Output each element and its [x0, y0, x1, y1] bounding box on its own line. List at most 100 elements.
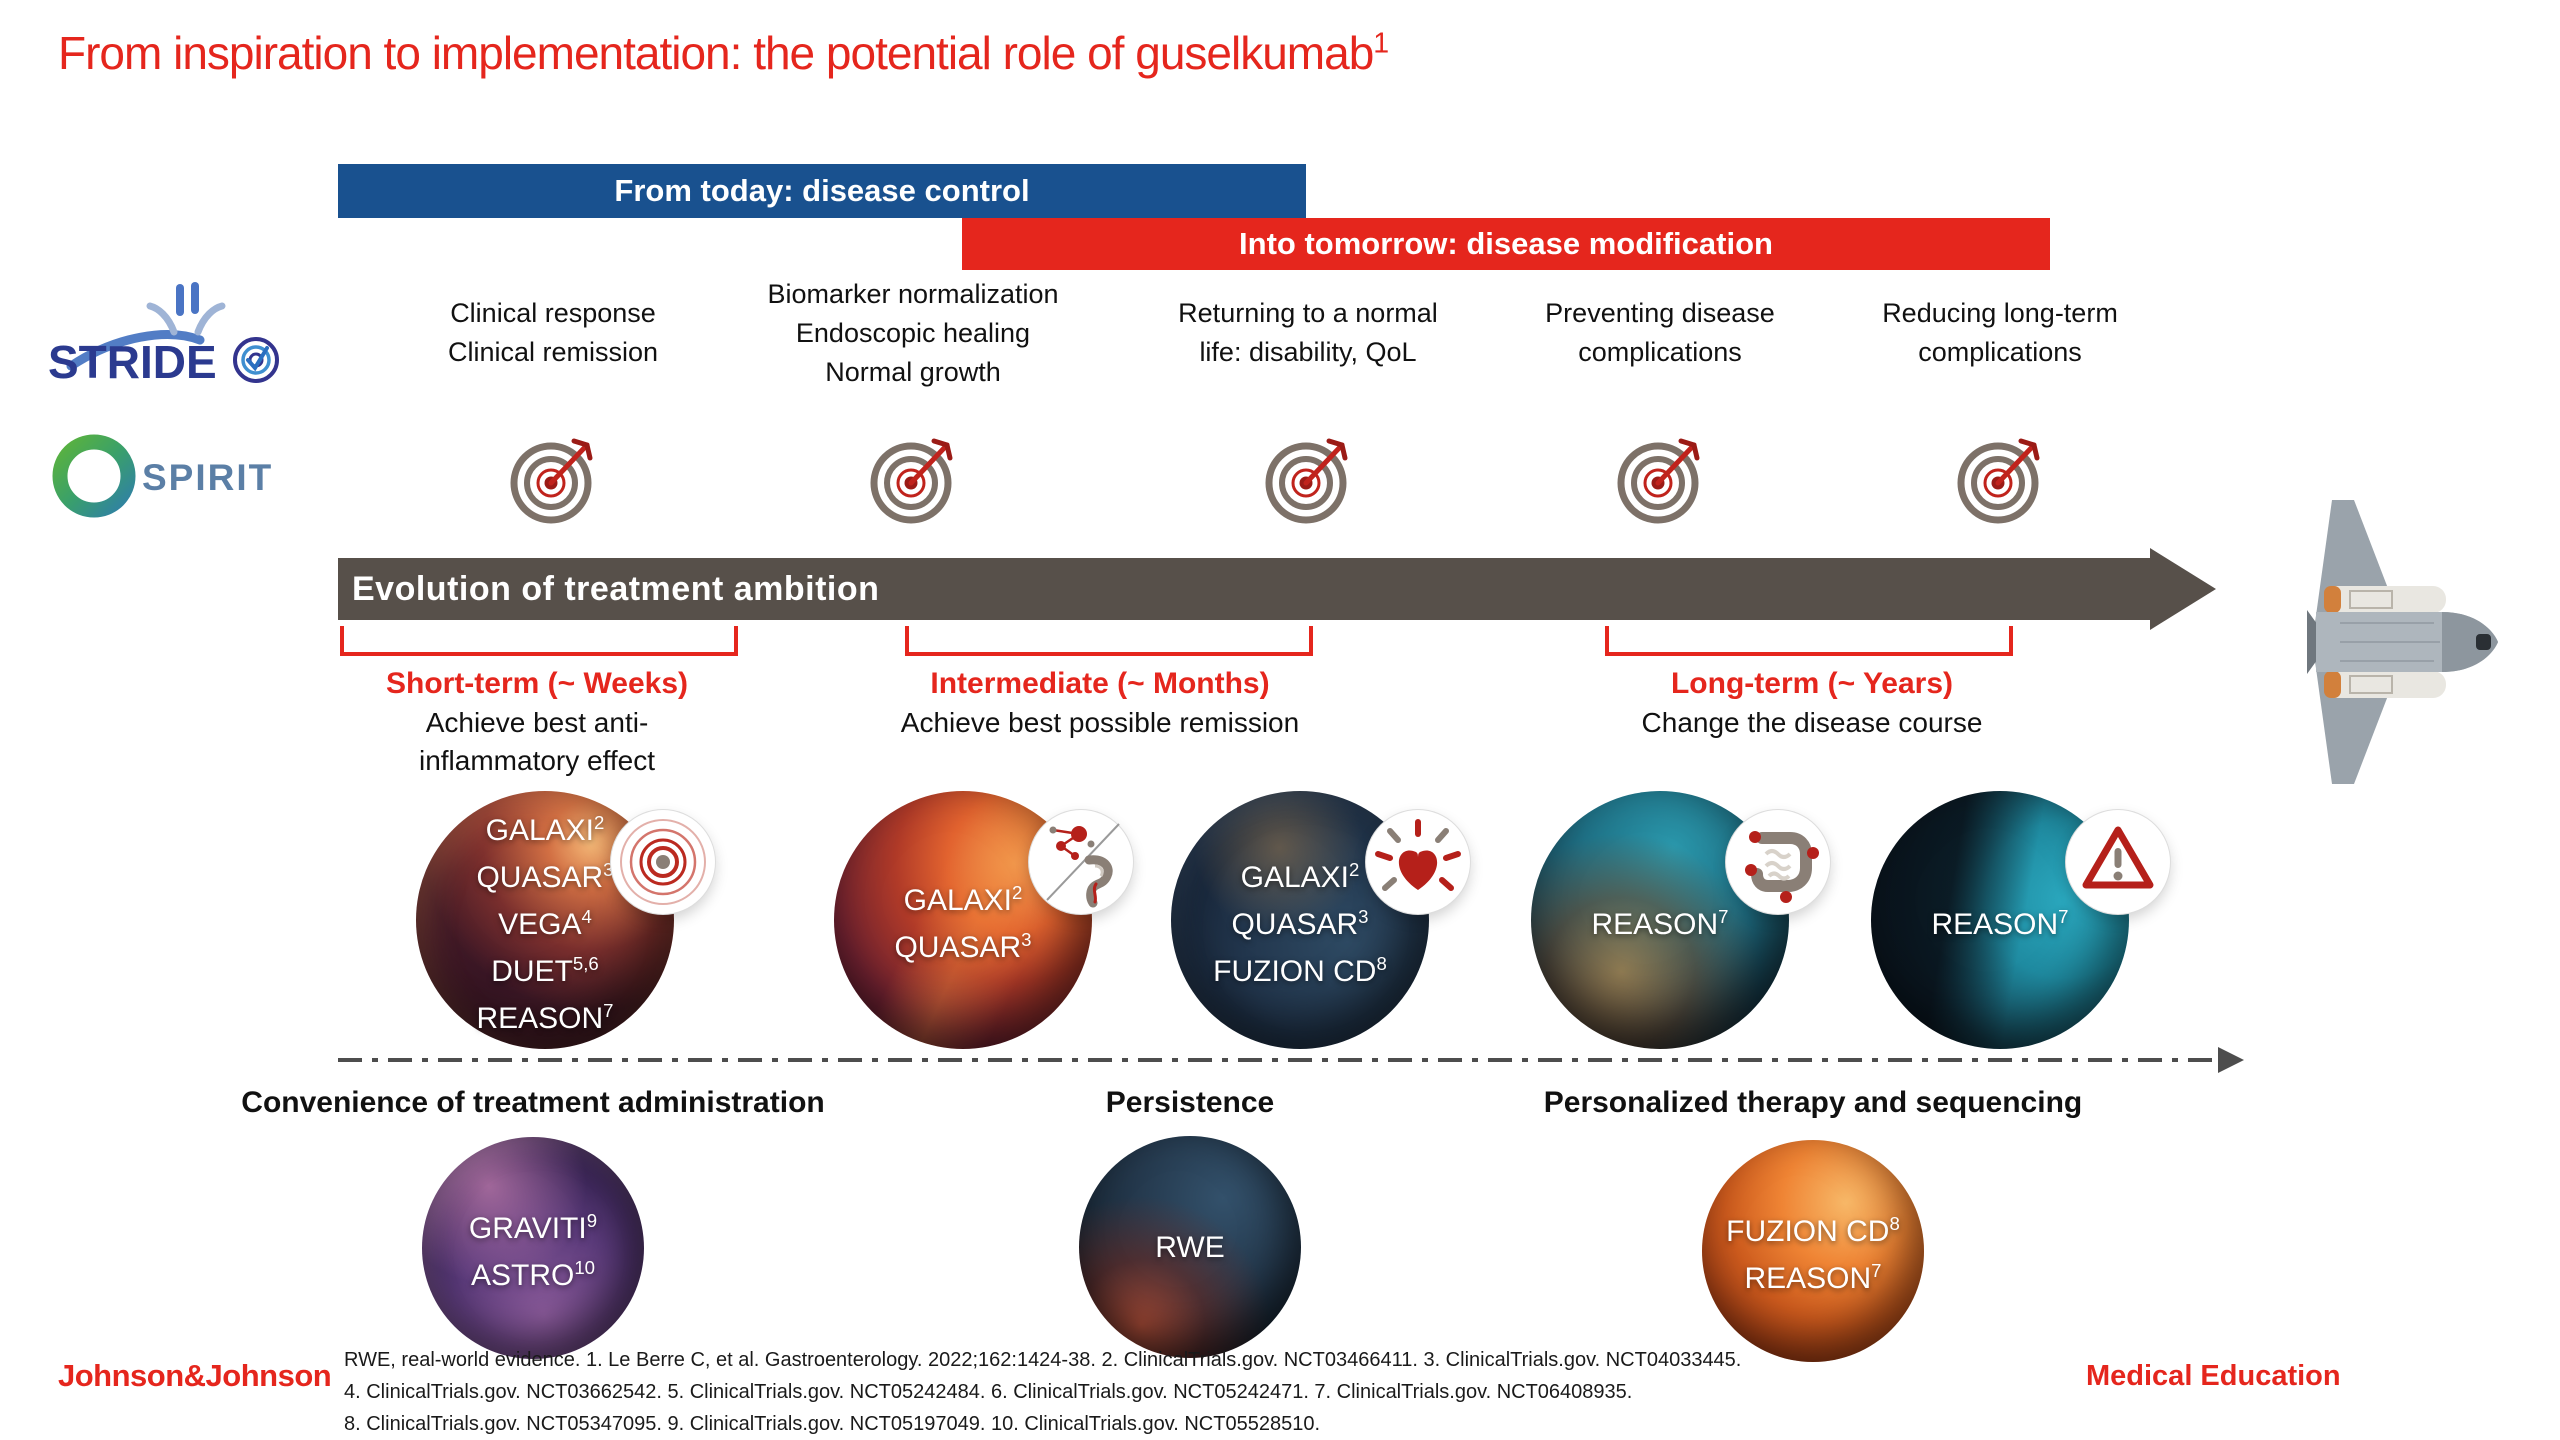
evolution-arrowhead — [2150, 548, 2216, 630]
goal-line: Preventing disease — [1545, 298, 1775, 328]
trial-label: QUASAR3 — [894, 929, 1032, 964]
goal-column-reducing-complications: Reducing long-term complications — [1820, 270, 2180, 396]
stride-wordmark: STRIDE — [48, 336, 217, 388]
trial-label: REASON7 — [1744, 1260, 1882, 1295]
trial-list: FUZION CD8 REASON7 — [1702, 1140, 1924, 1362]
trial-label: DUET5,6 — [491, 952, 599, 988]
planet-preventing-complications-trials: REASON7 — [1531, 791, 1830, 1049]
trial-label: GRAVITI9 — [468, 1210, 598, 1245]
spirit-logo: SPIRIT — [46, 424, 276, 534]
goal-line: complications — [1578, 337, 1742, 367]
goal-line: Clinical response — [450, 298, 656, 328]
warning-triangle-icon — [2066, 810, 2170, 914]
dashed-timeline — [338, 1058, 2216, 1062]
spirit-logo-graphic: SPIRIT — [52, 434, 273, 518]
planet-biomarker-trials: GALAXI2 QUASAR3 — [834, 791, 1133, 1049]
trial-label: QUASAR3 — [476, 858, 614, 894]
phase-term-label: Intermediate (~ Months) — [930, 667, 1270, 700]
planet-reducing-complications-trials: REASON7 — [1871, 791, 2170, 1049]
target-dart-icon — [1260, 430, 1356, 526]
phase-desc-line: inflammatory effect — [418, 745, 656, 776]
target-dart-icon — [1952, 430, 2048, 526]
banner-disease-modification-label: Into tomorrow: disease modification — [1239, 226, 1773, 261]
spirit-wordmark: SPIRIT — [142, 457, 273, 498]
footnote-line: 4. ClinicalTrials.gov. NCT03662542. 5. C… — [344, 1381, 1633, 1403]
planet-image — [1079, 1136, 1301, 1358]
bottom-label-personalized: Personalized therapy and sequencing — [1543, 1086, 2083, 1119]
bottom-label-convenience: Convenience of treatment administration — [241, 1086, 825, 1119]
phase-intermediate: Intermediate (~ Months) Achieve best pos… — [840, 664, 1360, 742]
planet-personalized-trials: FUZION CD8 REASON7 — [1702, 1140, 1924, 1362]
trial-label: GALAXI2 — [1240, 858, 1360, 894]
intestine-icon — [1726, 810, 1830, 914]
stride-ii-logo-graphic: STRIDE — [48, 282, 279, 388]
goal-line: Normal growth — [825, 356, 1001, 387]
phase-bracket-short-term — [340, 626, 738, 656]
page-title: From inspiration to implementation: the … — [58, 26, 1389, 80]
heart-rays-icon — [1366, 810, 1470, 914]
trial-label: QUASAR3 — [1231, 905, 1369, 941]
goal-line: Clinical remission — [447, 337, 659, 367]
banner-disease-control-label: From today: disease control — [614, 173, 1030, 208]
goal-column-clinical-response: Clinical response Clinical remission — [373, 270, 733, 396]
target-dart-icon — [1612, 430, 1708, 526]
banner-disease-control: From today: disease control — [338, 164, 1306, 218]
medical-education-wordmark: Medical Education — [2086, 1360, 2341, 1392]
footnote-line: RWE, real-world evidence. 1. Le Berre C,… — [344, 1349, 1742, 1371]
trial-list: GRAVITI9 ASTRO10 — [422, 1137, 644, 1359]
goal-column-normal-life: Returning to a normal life: disability, … — [1128, 270, 1488, 396]
biomarker-gut-icon — [1029, 810, 1133, 914]
trial-label: RWE — [1155, 1230, 1225, 1264]
planet-convenience-trials: GRAVITI9 ASTRO10 — [422, 1137, 644, 1359]
trial-label: REASON7 — [1591, 905, 1729, 941]
goal-line: Returning to a normal — [1178, 298, 1438, 328]
trial-label: ASTRO10 — [470, 1257, 596, 1292]
trial-list: REASON7 — [1871, 791, 2129, 1049]
goal-line: Endoscopic healing — [795, 317, 1031, 348]
trial-label: FUZION CD8 — [1726, 1213, 1900, 1248]
dashed-timeline-arrowhead — [2218, 1047, 2244, 1073]
pulse-rings-icon — [611, 810, 715, 914]
target-dart-icon — [505, 430, 601, 526]
phase-long-term: Long-term (~ Years) Change the disease c… — [1552, 664, 2072, 742]
trial-label: GALAXI2 — [903, 882, 1023, 917]
evolution-arrow-label: Evolution of treatment ambition — [352, 569, 880, 608]
footnote-line: 8. ClinicalTrials.gov. NCT05347095. 9. C… — [344, 1413, 1320, 1435]
phase-term-label: Long-term (~ Years) — [1670, 667, 1954, 700]
planet-normal-life-trials: GALAXI2 QUASAR3 FUZION CD8 — [1171, 791, 1470, 1049]
phase-desc-line: Achieve best possible remission — [900, 707, 1300, 738]
jnj-wordmark: Johnson&Johnson — [58, 1358, 332, 1393]
phase-bracket-intermediate — [905, 626, 1313, 656]
trial-list: REASON7 — [1531, 791, 1789, 1049]
goal-line: Biomarker normalization — [767, 278, 1059, 309]
goal-line: Reducing long-term — [1882, 298, 2118, 328]
phase-short-term: Short-term (~ Weeks) Achieve best anti- … — [277, 664, 797, 780]
phase-term-label: Short-term (~ Weeks) — [385, 667, 689, 700]
phase-desc-line: Change the disease course — [1641, 707, 1983, 738]
trial-label: REASON7 — [1931, 905, 2069, 941]
phase-desc-line: Achieve best anti- — [425, 707, 649, 738]
page-title-citation: 1 — [1373, 27, 1389, 60]
trial-list: GALAXI2 QUASAR3 FUZION CD8 — [1171, 791, 1429, 1049]
evolution-arrow-bar: Evolution of treatment ambition — [338, 558, 2150, 620]
stride-ii-logo: STRIDE — [46, 278, 296, 398]
banner-disease-modification: Into tomorrow: disease modification — [962, 218, 2050, 270]
trial-label: GALAXI2 — [485, 811, 605, 847]
page-title-text: From inspiration to implementation: the … — [58, 27, 1374, 79]
trial-list: RWE — [1079, 1136, 1301, 1358]
planet-persistence-trials: RWE — [1079, 1136, 1301, 1358]
planet-short-term-trials: GALAXI2 QUASAR3 VEGA4 DUET5,6 REASON7 — [416, 791, 715, 1049]
bottom-label-persistence: Persistence — [1105, 1086, 1275, 1119]
space-shuttle-icon — [2252, 492, 2504, 792]
trial-list: GALAXI2 QUASAR3 VEGA4 DUET5,6 REASON7 — [416, 791, 674, 1049]
planet-image — [1702, 1140, 1924, 1362]
goal-column-preventing-complications: Preventing disease complications — [1480, 270, 1840, 396]
trial-label: FUZION CD8 — [1213, 952, 1387, 988]
trial-label: VEGA4 — [498, 905, 592, 941]
goal-column-biomarker: Biomarker normalization Endoscopic heali… — [733, 270, 1093, 396]
goal-line: life: disability, QoL — [1199, 337, 1417, 367]
footnotes: RWE, real-world evidence. 1. Le Berre C,… — [344, 1344, 1741, 1440]
trial-label: REASON7 — [476, 999, 614, 1035]
target-dart-icon — [865, 430, 961, 526]
